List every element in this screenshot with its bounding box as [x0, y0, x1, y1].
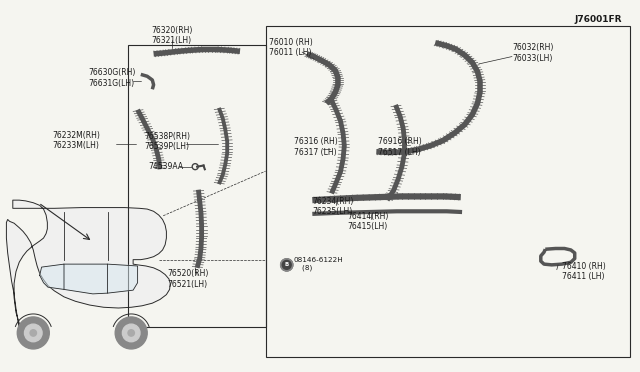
Text: 76414(RH)
76415(LH): 76414(RH) 76415(LH) [347, 212, 388, 231]
Text: 76234(RH)
76235(LH): 76234(RH) 76235(LH) [312, 197, 354, 216]
Circle shape [128, 330, 134, 336]
Polygon shape [64, 264, 108, 294]
Polygon shape [6, 200, 170, 329]
Text: 76032(RH)
76033(LH): 76032(RH) 76033(LH) [512, 43, 554, 62]
Text: 76410 (RH)
76411 (LH): 76410 (RH) 76411 (LH) [562, 262, 605, 281]
Text: 76232M(RH)
76233M(LH): 76232M(RH) 76233M(LH) [52, 131, 100, 150]
Circle shape [17, 317, 49, 349]
Polygon shape [108, 264, 138, 293]
Circle shape [24, 324, 42, 342]
Bar [266, 26, 630, 357]
Text: 76916 (RH)
76517 (LH): 76916 (RH) 76517 (LH) [378, 137, 421, 157]
Circle shape [122, 324, 140, 342]
Bar [128, 45, 266, 327]
Text: 76520(RH)
76521(LH): 76520(RH) 76521(LH) [168, 269, 209, 289]
Text: 76320(RH)
76321(LH): 76320(RH) 76321(LH) [151, 26, 192, 45]
Circle shape [30, 330, 36, 336]
Polygon shape [40, 264, 64, 289]
Text: 76316 (RH)
76317 (LH): 76316 (RH) 76317 (LH) [294, 137, 338, 157]
Text: 76538P(RH)
76539P(LH): 76538P(RH) 76539P(LH) [144, 132, 190, 151]
Text: 76010 (RH)
76011 (LH): 76010 (RH) 76011 (LH) [269, 38, 312, 57]
Text: B: B [285, 262, 289, 267]
Text: J76001FR: J76001FR [575, 15, 622, 24]
Text: 76630G(RH)
76631G(LH): 76630G(RH) 76631G(LH) [88, 68, 136, 88]
Circle shape [281, 259, 292, 271]
Text: 74539AA: 74539AA [148, 162, 184, 171]
Circle shape [115, 317, 147, 349]
Text: 08146-6122H
    (8): 08146-6122H (8) [293, 257, 343, 271]
